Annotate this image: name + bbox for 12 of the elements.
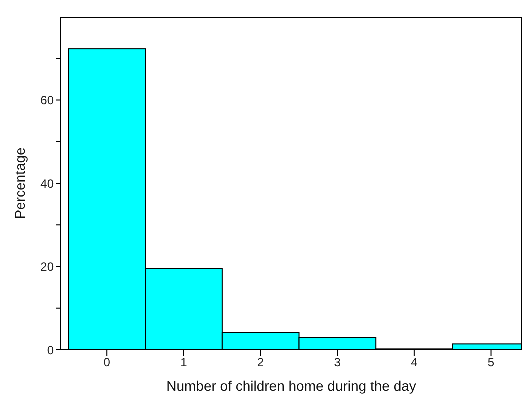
y-tick-label: 40 [40, 176, 54, 191]
x-tick-label: 2 [257, 356, 264, 370]
y-tick-label: 0 [47, 343, 54, 358]
y-tick-label: 20 [40, 260, 54, 274]
x-tick-label: 0 [104, 356, 111, 370]
y-tick-label: 60 [40, 94, 54, 108]
x-tick-label: 3 [334, 356, 342, 370]
y-axis-title: Percentage [12, 147, 28, 220]
x-tick-label: 4 [411, 356, 418, 370]
x-tick-label: 1 [180, 356, 188, 370]
x-tick-label: 5 [488, 356, 495, 370]
x-axis-title: Number of children home during the day [166, 378, 416, 394]
